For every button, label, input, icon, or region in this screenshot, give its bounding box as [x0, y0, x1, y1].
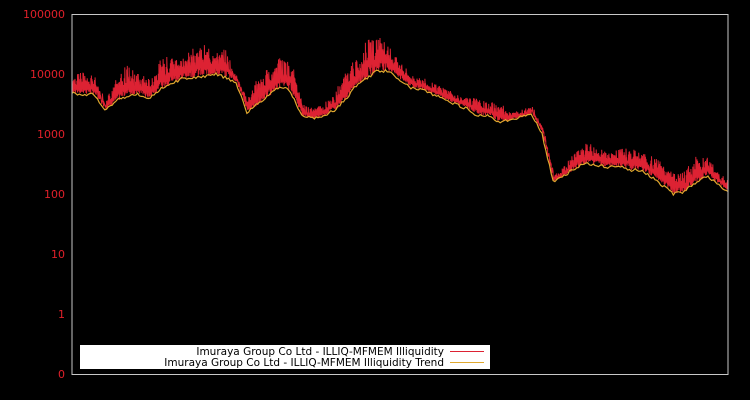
- y-tick-label: 100: [44, 188, 65, 201]
- legend-label-illiquidity-trend: Imuraya Group Co Ltd - ILLIQ-MFMEM Illiq…: [164, 357, 444, 369]
- legend: Imuraya Group Co Ltd - ILLIQ-MFMEM Illiq…: [80, 345, 490, 369]
- plot-frame: [71, 14, 729, 375]
- legend-label-illiquidity: Imuraya Group Co Ltd - ILLIQ-MFMEM Illiq…: [196, 346, 444, 358]
- plot-area: [71, 37, 729, 197]
- illiquidity-trend-line: [71, 68, 729, 197]
- y-tick-label: 0: [58, 368, 65, 381]
- y-tick-label: 1000: [37, 128, 65, 141]
- y-tick-label: 10: [51, 248, 65, 261]
- y-tick-label: 100000: [23, 8, 65, 21]
- legend-box: [80, 345, 490, 369]
- y-tick-label: 10000: [30, 68, 65, 81]
- illiquidity-line: [71, 37, 729, 194]
- y-tick-label: 1: [58, 308, 65, 321]
